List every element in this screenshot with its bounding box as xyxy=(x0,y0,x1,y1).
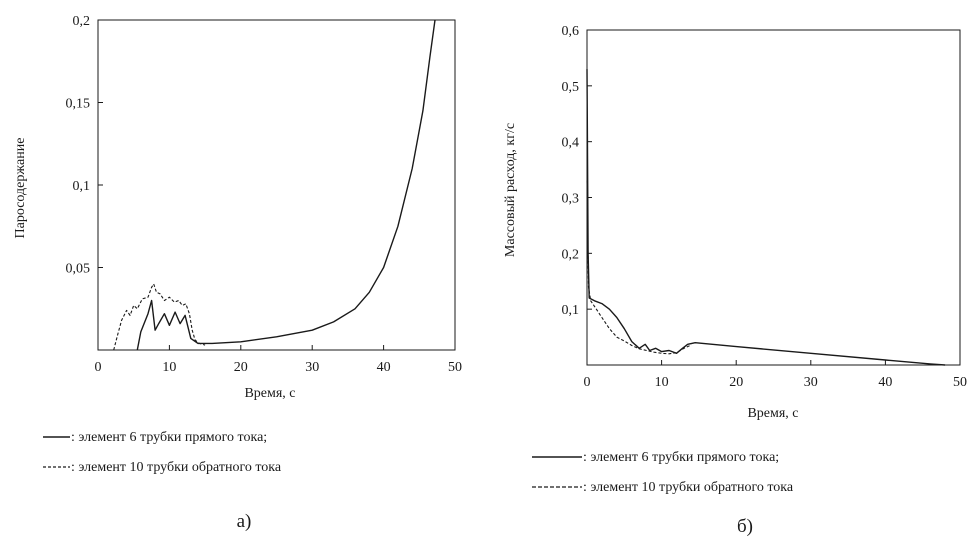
x-tick-label-b: 50 xyxy=(953,375,967,390)
x-tick-label-a: 40 xyxy=(377,360,391,375)
y-tick-label-b: 0,2 xyxy=(562,247,580,262)
x-tick-label-a: 0 xyxy=(95,360,102,375)
plot-area-b xyxy=(586,29,961,366)
legend-label-dashed-b: : элемент 10 трубки обратного тока xyxy=(583,480,794,495)
legend-label-solid-b: : элемент 6 трубки прямого тока; xyxy=(583,450,779,465)
x-tick-label-a: 10 xyxy=(162,360,176,375)
series-line-dashed-a xyxy=(113,283,206,351)
legend-label-solid-a: : элемент 6 трубки прямого тока; xyxy=(71,430,267,445)
x-ticks-b: 0 10 20 30 40 50 xyxy=(584,360,967,390)
y-tick-label-a: 0,2 xyxy=(73,14,91,29)
series-line-solid-a xyxy=(136,19,436,351)
x-tick-label-a: 30 xyxy=(305,360,319,375)
chart-panel-a: 0 10 20 30 40 50 0,05 0,1 0,15 0,2 Время, с Паро… xyxy=(13,14,462,532)
y-axis-label-b: Массовый расход, кг/с xyxy=(503,123,518,257)
caption-b: б) xyxy=(737,516,753,537)
plot-area-a xyxy=(97,19,456,351)
x-tick-label-b: 10 xyxy=(655,375,669,390)
plot-frame-b xyxy=(586,29,961,366)
x-tick-label-b: 20 xyxy=(729,375,743,390)
x-ticks-a: 0 10 20 30 40 50 xyxy=(95,345,462,375)
y-tick-label-b: 0,4 xyxy=(562,136,580,151)
y-tick-label-a: 0,05 xyxy=(66,262,91,277)
y-ticks-b: 0,1 0,2 0,3 0,4 0,5 0,6 xyxy=(562,24,592,318)
x-tick-label-a: 20 xyxy=(234,360,248,375)
y-ticks-a: 0,05 0,1 0,15 0,2 xyxy=(66,14,103,277)
y-tick-label-a: 0,15 xyxy=(66,97,91,112)
x-axis-label-a: Время, с xyxy=(244,386,295,401)
y-tick-label-b: 0,5 xyxy=(562,80,580,95)
legend-label-dashed-a: : элемент 10 трубки обратного тока xyxy=(71,460,282,475)
x-tick-label-b: 40 xyxy=(878,375,892,390)
legend-b: : элемент 6 трубки прямого тока; : элеме… xyxy=(532,450,794,495)
y-axis-label-a: Паросодержание xyxy=(13,138,28,239)
caption-a: а) xyxy=(237,511,252,532)
y-tick-label-b: 0,6 xyxy=(562,24,580,39)
chart-panel-b: 0 10 20 30 40 50 0,10,20,30,40,50,6 Время, с … xyxy=(503,24,967,537)
series-line-dashed-b xyxy=(586,180,692,355)
x-tick-label-b: 30 xyxy=(804,375,818,390)
y-tick-label-a: 0,1 xyxy=(73,179,91,194)
x-axis-label-b: Время, с xyxy=(747,406,798,421)
x-tick-label-b: 0 xyxy=(584,375,591,390)
series-line-solid-b xyxy=(586,69,946,366)
y-tick-label-b: 0,3 xyxy=(562,192,580,207)
x-tick-label-a: 50 xyxy=(448,360,462,375)
legend-a: : элемент 6 трубки прямого тока; : элеме… xyxy=(43,430,282,475)
y-tick-label-b: 0,1 xyxy=(562,303,580,318)
